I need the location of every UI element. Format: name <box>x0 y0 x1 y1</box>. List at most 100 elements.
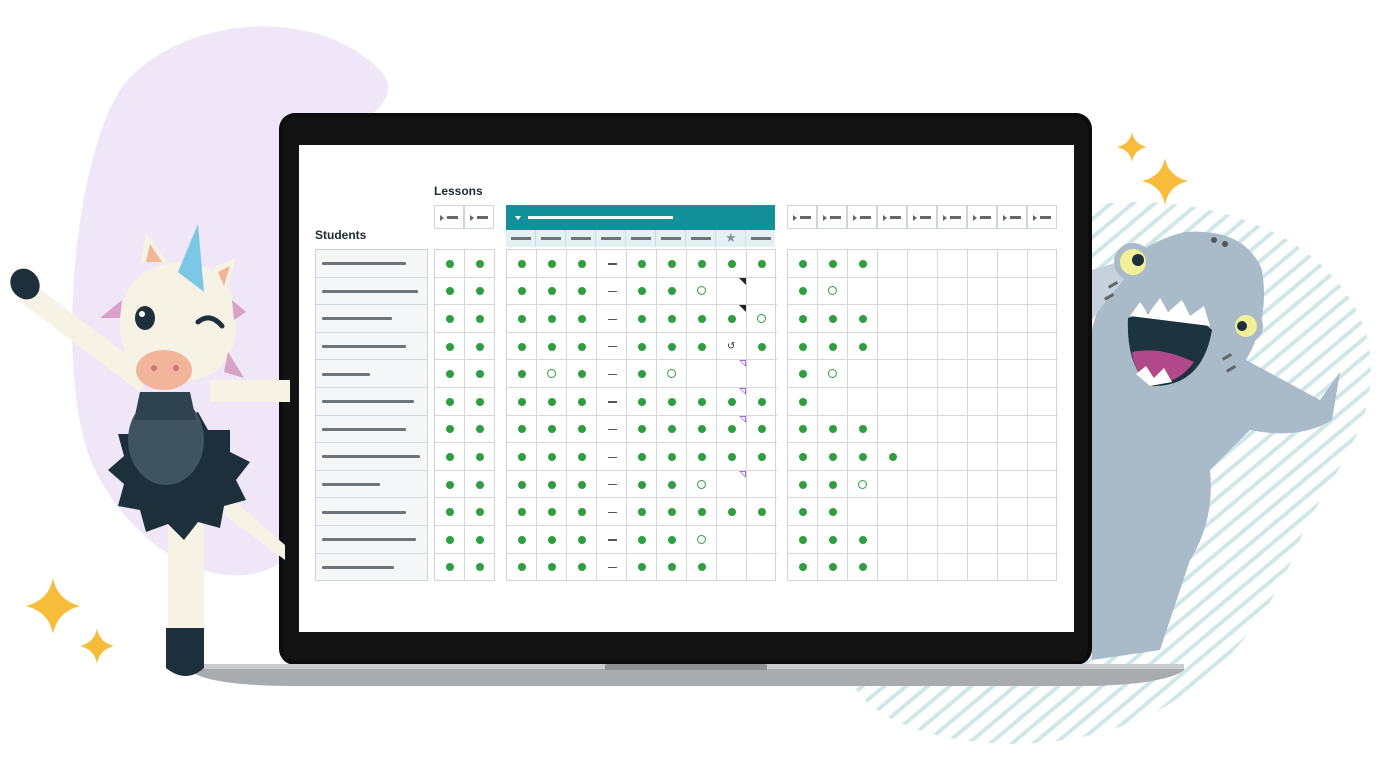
grade-cell[interactable] <box>1028 305 1058 333</box>
grade-cell[interactable] <box>908 470 938 499</box>
grade-cell[interactable] <box>537 305 567 333</box>
grade-cell[interactable] <box>627 553 657 582</box>
grade-cell[interactable] <box>938 388 968 416</box>
feedback-flag-icon[interactable] <box>739 360 746 368</box>
complete-dot[interactable] <box>548 287 556 296</box>
grade-cell[interactable] <box>717 277 747 306</box>
not-applicable-dash[interactable] <box>607 263 617 265</box>
grade-cell[interactable] <box>597 526 627 554</box>
grade-cell[interactable] <box>657 470 687 499</box>
complete-dot[interactable] <box>518 287 526 296</box>
grade-cell[interactable] <box>657 250 687 278</box>
complete-dot[interactable] <box>638 287 646 296</box>
grade-cell[interactable] <box>908 415 938 444</box>
grade-cell[interactable] <box>938 360 968 388</box>
grade-cell[interactable] <box>657 277 687 306</box>
grade-cell[interactable] <box>968 305 998 333</box>
grade-cell[interactable] <box>537 498 567 526</box>
grade-cell[interactable] <box>537 553 567 582</box>
grade-cell[interactable] <box>747 360 777 388</box>
grade-cell[interactable] <box>908 250 938 278</box>
grade-cell[interactable] <box>788 277 818 306</box>
complete-dot[interactable] <box>476 480 484 489</box>
complete-dot[interactable] <box>446 259 454 268</box>
grade-cell[interactable] <box>818 415 848 444</box>
complete-dot[interactable] <box>548 535 556 544</box>
complete-dot[interactable] <box>578 370 586 379</box>
grade-cell[interactable] <box>818 250 848 278</box>
complete-dot[interactable] <box>548 315 556 323</box>
grade-cell[interactable] <box>788 250 818 278</box>
feedback-flag-icon[interactable] <box>739 277 746 285</box>
complete-dot[interactable] <box>578 535 586 544</box>
grade-cell[interactable] <box>465 278 495 306</box>
in-progress-ring[interactable] <box>828 369 837 379</box>
grade-cell[interactable] <box>537 388 567 416</box>
in-progress-ring[interactable] <box>667 369 676 379</box>
complete-dot[interactable] <box>668 342 676 351</box>
grade-cell[interactable] <box>878 388 908 416</box>
grade-cell[interactable] <box>938 443 968 471</box>
grade-cell[interactable] <box>567 498 597 526</box>
student-row[interactable] <box>316 416 427 444</box>
grade-cell[interactable] <box>537 443 567 471</box>
complete-dot[interactable] <box>446 563 454 572</box>
complete-dot[interactable] <box>799 259 807 268</box>
grade-cell[interactable] <box>848 443 878 471</box>
grade-cell[interactable] <box>567 360 597 388</box>
grade-cell[interactable] <box>908 360 938 388</box>
complete-dot[interactable] <box>889 453 897 461</box>
complete-dot[interactable] <box>668 259 676 268</box>
grade-cell[interactable] <box>717 553 747 582</box>
lesson-subheader[interactable] <box>596 230 626 247</box>
grade-cell[interactable] <box>627 498 657 526</box>
grade-cell[interactable] <box>687 526 717 554</box>
complete-dot[interactable] <box>829 315 837 323</box>
grade-cell[interactable] <box>627 443 657 471</box>
grade-cell[interactable] <box>465 360 495 388</box>
grade-cell[interactable] <box>717 470 747 499</box>
grade-cell[interactable] <box>848 553 878 582</box>
complete-dot[interactable] <box>476 453 484 461</box>
grade-cell[interactable] <box>1028 360 1058 388</box>
grade-cell[interactable] <box>968 360 998 388</box>
grade-cell[interactable] <box>968 470 998 499</box>
complete-dot[interactable] <box>476 535 484 544</box>
grade-cell[interactable] <box>747 305 777 333</box>
in-progress-ring[interactable] <box>697 286 706 296</box>
grade-cell[interactable] <box>788 498 818 526</box>
grade-cell[interactable] <box>998 553 1028 582</box>
grade-cell[interactable] <box>848 305 878 333</box>
grade-cell[interactable] <box>908 526 938 554</box>
complete-dot[interactable] <box>728 315 736 323</box>
grade-cell[interactable] <box>717 388 747 416</box>
grade-cell[interactable] <box>968 250 998 278</box>
lesson-subheader[interactable] <box>566 230 596 247</box>
grade-cell[interactable] <box>848 470 878 499</box>
not-applicable-dash[interactable] <box>607 346 617 348</box>
grade-cell[interactable] <box>908 553 938 582</box>
complete-dot[interactable] <box>668 397 676 406</box>
lesson-header-collapsed[interactable] <box>907 205 937 229</box>
student-row[interactable] <box>316 526 427 554</box>
grade-cell[interactable] <box>537 277 567 306</box>
grade-cell[interactable] <box>818 332 848 361</box>
grade-cell[interactable] <box>788 332 818 361</box>
grade-cell[interactable] <box>567 305 597 333</box>
complete-dot[interactable] <box>578 425 586 434</box>
complete-dot[interactable] <box>758 508 766 517</box>
grade-cell[interactable] <box>1028 498 1058 526</box>
grade-cell[interactable] <box>507 526 537 554</box>
complete-dot[interactable] <box>518 342 526 351</box>
grade-cell[interactable] <box>788 415 818 444</box>
grade-cell[interactable] <box>968 415 998 444</box>
complete-dot[interactable] <box>668 563 676 572</box>
grade-cell[interactable] <box>818 526 848 554</box>
grade-cell[interactable] <box>717 332 747 361</box>
grade-cell[interactable] <box>747 471 777 499</box>
complete-dot[interactable] <box>518 259 526 268</box>
complete-dot[interactable] <box>518 315 526 323</box>
complete-dot[interactable] <box>638 480 646 489</box>
grade-cell[interactable] <box>878 360 908 388</box>
grade-cell[interactable] <box>747 498 777 526</box>
